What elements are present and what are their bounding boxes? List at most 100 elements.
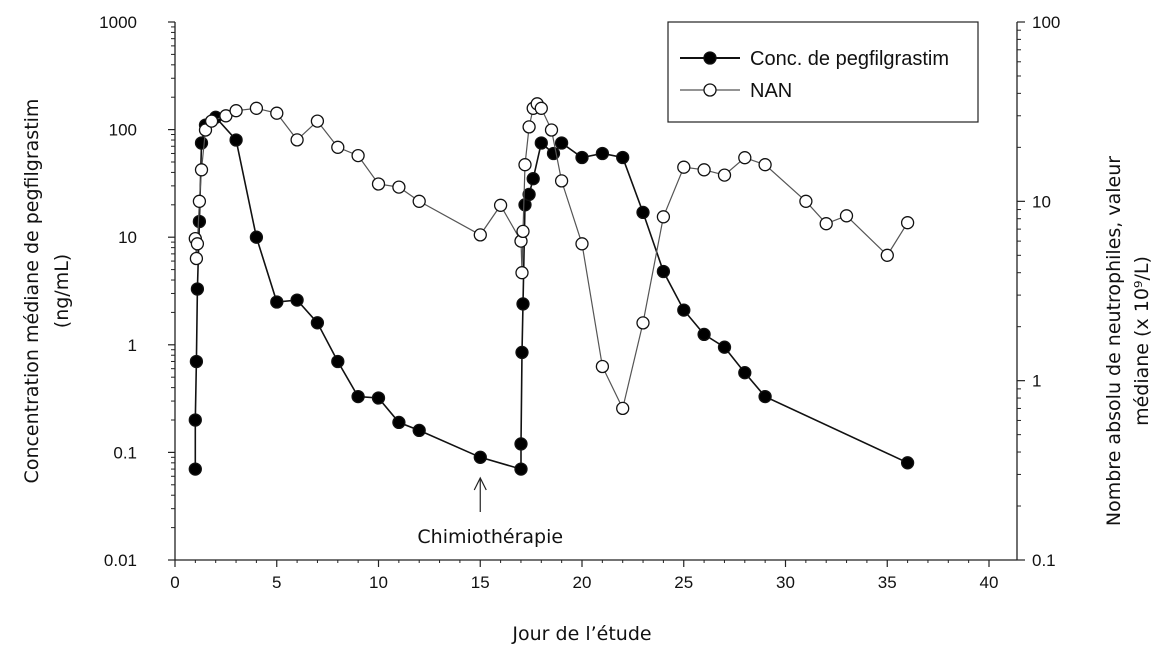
pegfilgrastim-point (188, 413, 202, 427)
nan-point (554, 174, 569, 188)
nan-point (371, 177, 386, 191)
x-tick-label: 15 (471, 573, 490, 592)
nan-point (636, 316, 650, 330)
nan-point (575, 237, 589, 251)
right-y-tick-label: 0.1 (1032, 551, 1056, 570)
nan-point (412, 194, 426, 208)
x-tick-label: 5 (272, 573, 281, 592)
right-axis-title: Nombre absolu de neutrophiles, valeur méd… (1103, 156, 1153, 526)
annotation-text: Chimiothérapie (417, 526, 563, 548)
annotation: Chimiothérapie (417, 476, 563, 548)
nan-point (198, 123, 213, 137)
pegfilgrastim-point (738, 366, 752, 380)
legend-marker (703, 83, 717, 97)
left-y-tick-label: 1000 (99, 13, 137, 32)
pegfilgrastim-point (522, 187, 536, 202)
x-tick-label: 35 (878, 573, 897, 592)
nan-point (595, 359, 610, 374)
nan-point (819, 217, 833, 231)
nan-point (738, 151, 752, 165)
pegfilgrastim-point (516, 297, 530, 311)
nan-point (189, 251, 204, 266)
pegfilgrastim-point (546, 146, 561, 161)
nan-point (190, 237, 205, 251)
pegfilgrastim-point (190, 282, 205, 296)
pegfilgrastim-point (758, 389, 772, 404)
pegfilgrastim-point (473, 450, 487, 464)
nan-point (192, 194, 207, 208)
axes: 0 5 10 15 20 25 30 35 40 0.01 0.1 1 10 100 1000 0.1 1 10 1… (21, 13, 1153, 645)
pegfilgrastim-point (194, 136, 209, 150)
x-tick-label: 0 (170, 573, 179, 592)
pegfilgrastim-point (636, 205, 650, 220)
nan-point (493, 198, 508, 212)
nan-point (515, 266, 529, 280)
nan-point (473, 228, 487, 242)
left-y-tick-label: 0.1 (113, 443, 137, 462)
nan-point (758, 158, 772, 172)
pegfilgrastim-point (514, 462, 528, 476)
right-y-tick-label: 10 (1032, 192, 1051, 211)
left-y-tick-label: 10 (118, 228, 137, 247)
nan-point (522, 120, 536, 134)
nan-point (290, 133, 304, 147)
pegfilgrastim-point (392, 415, 406, 430)
nan-point (392, 180, 406, 194)
series-layer (188, 97, 915, 476)
pegfilgrastim-point (595, 146, 610, 161)
pegfilgrastim-point (192, 214, 207, 229)
nan-point (616, 401, 630, 416)
right-y-tick-label: 1 (1032, 372, 1041, 391)
x-tick-label: 30 (776, 573, 795, 592)
nan-point (534, 101, 548, 115)
pegfilgrastim-point (526, 172, 540, 186)
pegfilgrastim-point (331, 354, 345, 369)
nan-point (799, 194, 813, 208)
pegfilgrastim-point (515, 345, 529, 360)
pegfilgrastim-point (351, 389, 365, 404)
pegfilgrastim-point (900, 456, 915, 470)
nan-point (351, 148, 365, 163)
pegfilgrastim-point (249, 230, 264, 244)
pegfilgrastim-point (616, 150, 630, 165)
pegfilgrastim-point (188, 462, 202, 476)
nan-point (880, 248, 894, 262)
right-axis-title-line: Nombre absolu de neutrophiles, valeur (1103, 156, 1125, 526)
left-y-tick-label: 1 (128, 336, 137, 355)
nan-point (194, 163, 209, 177)
left-y-tick-label: 0.01 (104, 551, 137, 570)
pegfilgrastim-point (290, 293, 304, 307)
nan-point (516, 224, 530, 239)
left-axis-title-line: (ng/mL) (51, 254, 73, 328)
x-axis-title: Jour de l’étude (511, 623, 651, 645)
x-tick-label: 20 (573, 573, 592, 592)
pegfilgrastim-point (270, 295, 284, 309)
nan-point (229, 104, 243, 118)
x-tick-label: 10 (369, 573, 388, 592)
pegfilgrastim-point (412, 423, 426, 438)
pegfilgrastim-point (677, 303, 691, 317)
legend-label: Conc. de pegfilgrastim (750, 48, 949, 70)
right-axis-title-line: médiane (x 10⁹/L) (1131, 256, 1153, 426)
nan-point (900, 216, 915, 230)
pegfilgrastim-point (371, 391, 386, 405)
nan-point (249, 101, 264, 115)
left-axis-title: Concentration médiane de pegfilgrastim (n… (21, 99, 73, 484)
nan-point (656, 210, 671, 224)
pegfilgrastim-point (554, 136, 569, 150)
nan-point (544, 123, 559, 137)
pegfilgrastim-point (534, 136, 548, 150)
pegfilgrastim-point (697, 327, 711, 342)
x-tick-label: 40 (980, 573, 999, 592)
right-y-tick-label: 100 (1032, 13, 1060, 32)
legend-label: NAN (750, 80, 792, 102)
nan-point (839, 209, 854, 223)
nan-point (331, 140, 345, 154)
x-tick-label: 25 (674, 573, 693, 592)
left-y-tick-label: 100 (109, 121, 137, 140)
nan-point (204, 114, 219, 128)
pegfilgrastim-point (717, 340, 732, 354)
pegfilgrastim-point (514, 437, 528, 451)
left-axis-title-line: Concentration médiane de pegfilgrastim (21, 99, 43, 484)
pegfilgrastim-point (656, 264, 671, 279)
